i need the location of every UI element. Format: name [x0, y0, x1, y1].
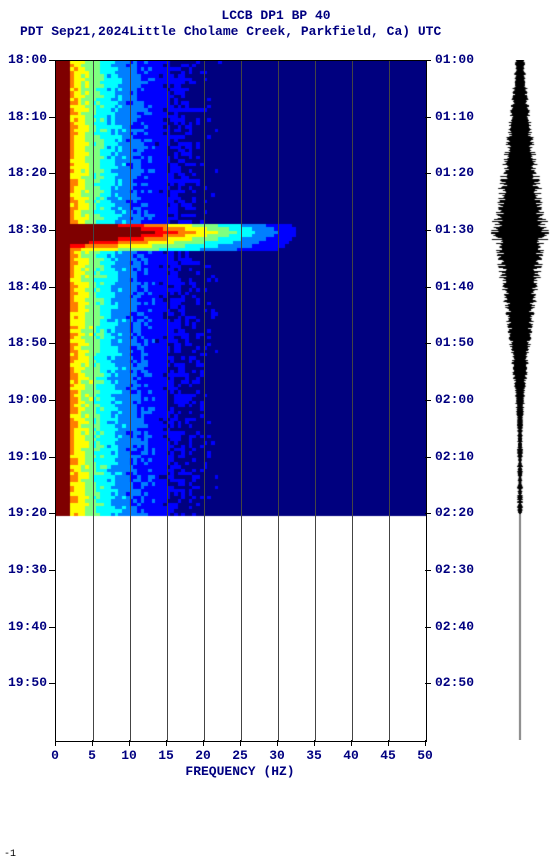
grid-line [93, 61, 94, 741]
x-tick-label: 5 [80, 748, 104, 763]
y-tick-right [425, 60, 431, 61]
corner-mark: -1 [4, 849, 16, 860]
y-tick-left [49, 230, 55, 231]
y-tick-left [49, 117, 55, 118]
grid-line [241, 61, 242, 741]
y-tick-right [425, 683, 431, 684]
x-tick-label: 40 [339, 748, 363, 763]
y-tick-label-right: 01:50 [435, 335, 474, 350]
y-tick-label-right: 01:30 [435, 222, 474, 237]
x-tick-label: 50 [413, 748, 437, 763]
y-tick-left [49, 173, 55, 174]
x-tick [92, 740, 93, 746]
y-tick-label-right: 02:30 [435, 562, 474, 577]
y-tick-label-right: 02:20 [435, 505, 474, 520]
y-tick-label-right: 02:10 [435, 449, 474, 464]
y-tick-label-right: 01:10 [435, 109, 474, 124]
y-tick-label-right: 01:40 [435, 279, 474, 294]
title-line-2: PDT Sep21,2024Little Cholame Creek, Park… [20, 24, 532, 39]
y-tick-right [425, 513, 431, 514]
y-tick-right [425, 343, 431, 344]
y-tick-left [49, 457, 55, 458]
y-tick-left [49, 400, 55, 401]
y-tick-label-left: 19:50 [8, 675, 47, 690]
y-tick-left [49, 287, 55, 288]
x-tick [388, 740, 389, 746]
y-tick-left [49, 683, 55, 684]
x-tick [203, 740, 204, 746]
grid-line [315, 61, 316, 741]
x-tick [277, 740, 278, 746]
title-line-1: LCCB DP1 BP 40 [0, 8, 552, 23]
grid-line [167, 61, 168, 741]
grid-line [389, 61, 390, 741]
y-tick-right [425, 570, 431, 571]
y-tick-left [49, 343, 55, 344]
x-tick [351, 740, 352, 746]
y-tick-label-right: 01:20 [435, 165, 474, 180]
x-tick-label: 10 [117, 748, 141, 763]
y-tick-label-left: 19:10 [8, 449, 47, 464]
x-tick-label: 25 [228, 748, 252, 763]
x-tick [166, 740, 167, 746]
x-tick [55, 740, 56, 746]
y-tick-right [425, 400, 431, 401]
y-tick-label-left: 19:40 [8, 619, 47, 634]
y-tick-right [425, 117, 431, 118]
x-tick [314, 740, 315, 746]
y-tick-label-left: 19:20 [8, 505, 47, 520]
spectrogram-plot [55, 60, 427, 742]
y-tick-label-left: 18:30 [8, 222, 47, 237]
y-tick-label-left: 18:00 [8, 52, 47, 67]
y-tick-label-left: 18:40 [8, 279, 47, 294]
x-tick [129, 740, 130, 746]
x-tick [425, 740, 426, 746]
seismogram-trace [490, 60, 550, 740]
grid-line [130, 61, 131, 741]
x-tick-label: 35 [302, 748, 326, 763]
x-tick-label: 20 [191, 748, 215, 763]
grid-line [204, 61, 205, 741]
grid-line [352, 61, 353, 741]
x-tick-label: 30 [265, 748, 289, 763]
x-axis-label: FREQUENCY (HZ) [55, 764, 425, 779]
y-tick-left [49, 627, 55, 628]
y-tick-right [425, 230, 431, 231]
y-tick-label-left: 19:00 [8, 392, 47, 407]
x-tick-label: 0 [43, 748, 67, 763]
y-tick-label-left: 18:20 [8, 165, 47, 180]
y-tick-left [49, 513, 55, 514]
y-tick-right [425, 173, 431, 174]
x-tick-label: 45 [376, 748, 400, 763]
x-tick [240, 740, 241, 746]
y-tick-label-right: 01:00 [435, 52, 474, 67]
y-tick-left [49, 60, 55, 61]
y-tick-right [425, 457, 431, 458]
seismogram-panel [490, 60, 550, 740]
grid-line [278, 61, 279, 741]
y-tick-right [425, 287, 431, 288]
y-tick-label-left: 19:30 [8, 562, 47, 577]
y-tick-label-right: 02:00 [435, 392, 474, 407]
x-tick-label: 15 [154, 748, 178, 763]
y-tick-label-left: 18:10 [8, 109, 47, 124]
spectrogram-page: LCCB DP1 BP 40 PDT Sep21,2024Little Chol… [0, 0, 552, 864]
y-tick-label-right: 02:40 [435, 619, 474, 634]
y-tick-left [49, 570, 55, 571]
y-tick-label-left: 18:50 [8, 335, 47, 350]
y-tick-label-right: 02:50 [435, 675, 474, 690]
y-tick-right [425, 627, 431, 628]
